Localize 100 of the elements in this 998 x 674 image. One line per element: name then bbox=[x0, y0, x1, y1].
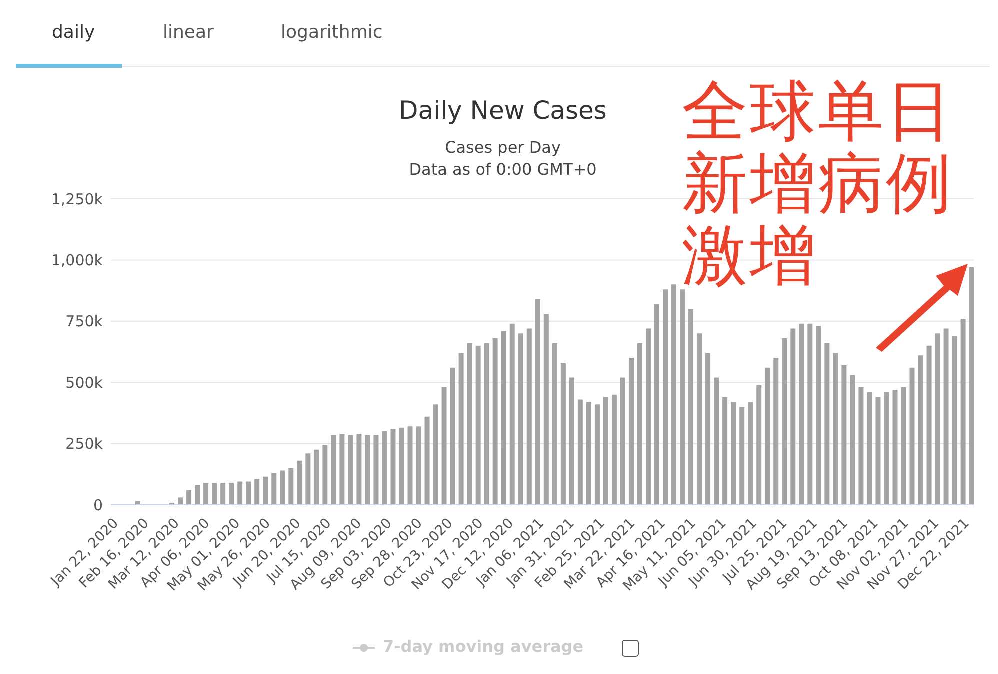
bar bbox=[688, 309, 694, 505]
y-tick-label: 250k bbox=[66, 435, 104, 454]
bar bbox=[340, 434, 345, 505]
bar bbox=[714, 378, 720, 505]
bar bbox=[374, 435, 379, 505]
bar bbox=[212, 482, 218, 505]
bar bbox=[501, 331, 506, 505]
bar bbox=[365, 435, 370, 505]
bar bbox=[246, 482, 252, 505]
bar bbox=[424, 416, 430, 505]
bar bbox=[663, 290, 668, 505]
bar bbox=[408, 426, 413, 505]
bar bbox=[280, 470, 286, 505]
bar bbox=[816, 326, 822, 505]
bar bbox=[628, 358, 634, 505]
bar bbox=[510, 324, 515, 505]
bar bbox=[578, 400, 583, 505]
bar bbox=[552, 343, 558, 505]
y-tick-label: 0 bbox=[93, 496, 103, 514]
bar bbox=[926, 346, 932, 505]
y-tick-label: 500k bbox=[66, 374, 104, 392]
bar bbox=[442, 387, 447, 505]
bar bbox=[910, 368, 915, 505]
bar bbox=[833, 353, 838, 505]
bar bbox=[706, 353, 711, 505]
bar bbox=[433, 404, 438, 505]
bar bbox=[331, 435, 336, 505]
bar bbox=[799, 324, 804, 505]
text: linear bbox=[163, 22, 214, 43]
bar bbox=[518, 334, 524, 505]
bar bbox=[399, 428, 404, 505]
bar bbox=[884, 392, 890, 505]
bar bbox=[867, 392, 872, 505]
bar bbox=[544, 314, 549, 505]
bar bbox=[952, 336, 958, 505]
bar bbox=[195, 485, 200, 505]
bar bbox=[238, 482, 243, 505]
bar bbox=[774, 358, 779, 505]
bar bbox=[288, 468, 294, 505]
bar bbox=[229, 482, 234, 505]
bar bbox=[935, 334, 940, 505]
bar bbox=[467, 343, 472, 505]
bar bbox=[254, 479, 260, 505]
bar bbox=[416, 426, 422, 505]
bar bbox=[560, 363, 566, 505]
chart-title: Daily New Cases bbox=[399, 96, 607, 125]
bar bbox=[756, 385, 762, 505]
bar bbox=[697, 334, 702, 505]
bar bbox=[654, 304, 660, 505]
bar bbox=[824, 343, 830, 505]
bar bbox=[808, 324, 813, 505]
bar bbox=[586, 402, 592, 505]
bar bbox=[748, 402, 754, 505]
y-tick-label: 1,250k bbox=[51, 190, 104, 208]
bar bbox=[960, 318, 966, 505]
bar bbox=[672, 284, 677, 505]
bar bbox=[458, 353, 464, 505]
bar bbox=[892, 390, 898, 505]
bar bbox=[220, 482, 226, 505]
bar bbox=[382, 432, 388, 505]
bar bbox=[612, 394, 617, 505]
bar bbox=[314, 450, 320, 505]
bar bbox=[842, 365, 847, 505]
bar bbox=[637, 343, 642, 505]
bar bbox=[901, 387, 906, 505]
bar bbox=[876, 397, 881, 505]
bar bbox=[356, 434, 362, 505]
y-tick-label: 1,000k bbox=[51, 252, 104, 270]
bar bbox=[782, 338, 788, 505]
bar bbox=[306, 454, 311, 505]
bar bbox=[765, 368, 770, 505]
bar bbox=[790, 328, 796, 505]
text: logarithmic bbox=[281, 22, 383, 43]
bar bbox=[348, 435, 354, 505]
bar bbox=[390, 429, 396, 505]
bar bbox=[322, 445, 328, 505]
bar bbox=[178, 498, 184, 505]
bar bbox=[526, 328, 532, 505]
bar bbox=[858, 387, 864, 505]
bar bbox=[263, 476, 268, 505]
bar bbox=[476, 346, 481, 505]
bar bbox=[620, 378, 626, 505]
bar bbox=[603, 397, 608, 505]
bar bbox=[969, 268, 974, 505]
bar bbox=[722, 397, 728, 505]
bar bbox=[569, 378, 574, 505]
bar bbox=[740, 407, 745, 505]
chart-subtitle: Cases per Day Data as of 0:00 GMT+0 bbox=[409, 138, 597, 179]
bar bbox=[204, 482, 209, 505]
bar bbox=[594, 404, 600, 505]
bar bbox=[680, 290, 686, 505]
bar bbox=[850, 375, 856, 505]
bar bbox=[646, 328, 651, 505]
bar bbox=[272, 473, 277, 505]
bar bbox=[186, 490, 192, 505]
bar bbox=[484, 343, 490, 505]
bar bbox=[297, 460, 302, 505]
text: daily bbox=[52, 22, 96, 43]
bar bbox=[944, 328, 949, 505]
bar bbox=[492, 338, 498, 505]
